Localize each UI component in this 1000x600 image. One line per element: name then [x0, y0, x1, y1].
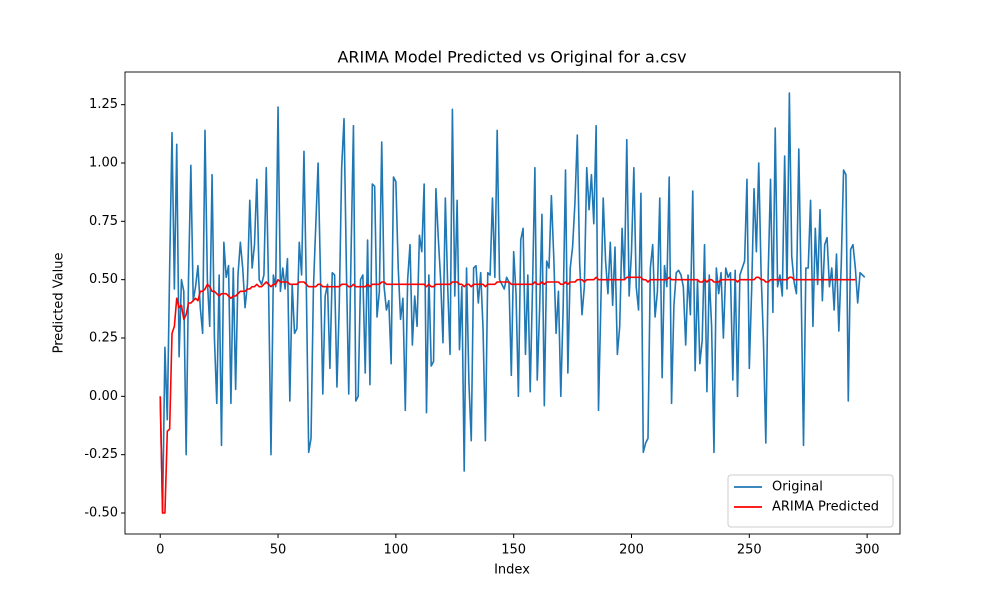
x-tick-label: 300 [855, 543, 880, 558]
y-tick-label: 0.00 [89, 389, 118, 404]
y-tick-label: -0.50 [84, 506, 118, 521]
chart-title: ARIMA Model Predicted vs Original for a.… [337, 48, 686, 67]
y-axis-label: Predicted Value [52, 253, 67, 354]
y-tick-label: 0.75 [89, 214, 118, 229]
x-tick-label: 100 [383, 543, 408, 558]
x-tick-label: 250 [737, 543, 762, 558]
x-tick-label: 200 [619, 543, 644, 558]
x-tick-label: 150 [501, 543, 526, 558]
series-line [159, 276, 856, 514]
x-tick-label: 0 [156, 543, 164, 558]
y-tick-label: 1.00 [89, 156, 118, 171]
plot-frame [124, 71, 901, 535]
legend-label: ARIMA Predicted [772, 500, 879, 515]
legend-label: Original [772, 480, 823, 495]
series-line [159, 92, 866, 514]
y-tick-label: 0.25 [89, 331, 118, 346]
y-tick-label: -0.25 [84, 447, 118, 462]
y-tick-label: 1.25 [89, 97, 118, 112]
legend-box [727, 474, 894, 528]
y-tick-label: 0.50 [89, 272, 118, 287]
x-tick-label: 50 [270, 543, 287, 558]
x-axis-label: Index [494, 563, 530, 578]
